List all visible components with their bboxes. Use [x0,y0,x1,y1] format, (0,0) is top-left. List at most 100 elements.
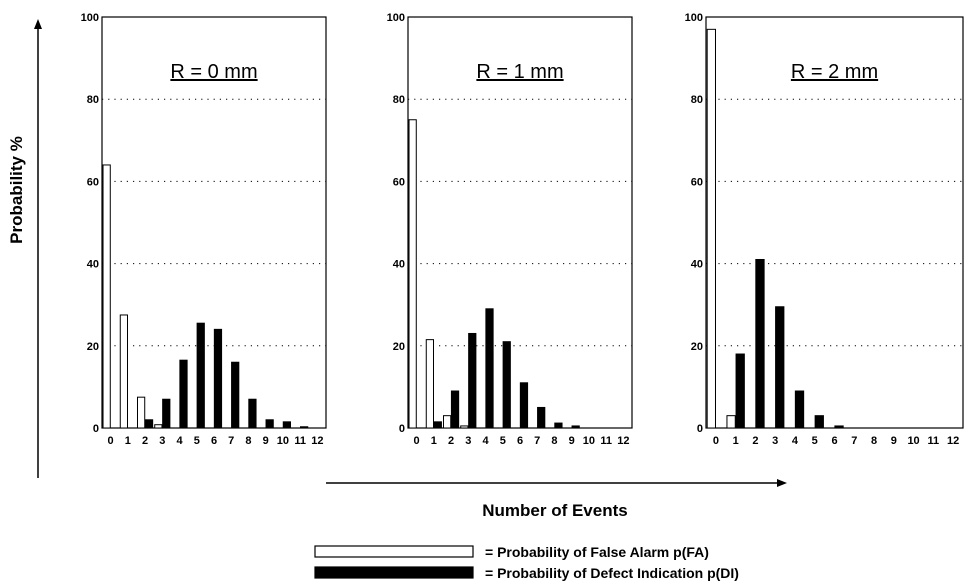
y-tick-label: 80 [691,94,703,106]
bar-defect-indication [144,419,154,429]
y-tick-label: 60 [393,176,405,188]
bar-defect-indication [213,328,223,429]
bar-defect-indication [735,353,745,429]
x-tick-label: 8 [551,435,557,447]
bar-defect-indication [554,422,563,429]
x-tick-label: 8 [245,435,251,447]
y-tick-label: 40 [87,259,99,271]
bar-defect-indication [179,359,188,429]
legend-swatch-false-alarm [314,545,474,558]
x-tick-label: 1 [125,435,131,447]
bar-defect-indication [502,341,511,429]
x-tick-label: 9 [891,435,897,447]
x-tick-label: 12 [947,435,959,447]
bar-defect-indication [299,426,309,429]
x-tick-label: 10 [277,435,289,447]
bar-defect-indication [794,390,805,429]
bar-defect-indication [231,361,240,429]
x-tick-label: 0 [414,435,420,447]
x-tick-label: 4 [792,435,799,447]
y-tick-label: 80 [393,94,405,106]
y-tick-label: 0 [93,423,99,435]
bar-defect-indication [450,390,460,429]
bar-defect-indication [248,398,257,429]
x-tick-label: 4 [482,435,489,447]
x-axis-title: Number of Events [482,501,627,520]
x-tick-label: 5 [194,435,200,447]
x-tick-label: 5 [812,435,818,447]
bar-defect-indication [571,425,580,429]
x-tick-label: 7 [228,435,234,447]
y-tick-label: 20 [691,341,703,353]
bar-defect-indication [537,406,546,429]
x-tick-label: 8 [871,435,877,447]
bar-defect-indication [519,382,529,429]
y-tick-label: 0 [399,423,405,435]
x-tick-label: 7 [851,435,857,447]
x-tick-label: 12 [311,435,323,447]
y-tick-label: 80 [87,94,99,106]
x-tick-label: 1 [733,435,739,447]
x-tick-label: 7 [534,435,540,447]
y-tick-label: 60 [87,176,99,188]
x-tick-label: 5 [500,435,506,447]
bar-false-alarm [726,415,736,429]
y-axis-title: Probability % [7,136,26,244]
bar-false-alarm [460,425,469,429]
y-tick-label: 100 [387,12,405,24]
legend-label-false-alarm: = Probability of False Alarm p(FA) [485,544,709,560]
x-tick-label: 4 [176,435,183,447]
y-tick-label: 100 [685,12,703,24]
x-tick-label: 6 [517,435,523,447]
x-tick-label: 3 [772,435,778,447]
panel-title: R = 1 mm [476,61,563,83]
y-tick-label: 20 [393,341,405,353]
x-tick-label: 3 [159,435,165,447]
bar-defect-indication [814,415,824,429]
bar-false-alarm [154,424,163,429]
y-tick-label: 0 [697,423,703,435]
bar-defect-indication [485,308,494,429]
y-tick-label: 100 [81,12,99,24]
legend-label-defect-indication: = Probability of Defect Indication p(DI) [485,565,739,581]
y-tick-label: 40 [691,259,703,271]
bar-defect-indication [755,258,765,429]
x-tick-label: 2 [752,435,758,447]
legend-swatch-defect-indication [314,566,474,579]
x-tick-label: 6 [831,435,837,447]
bar-defect-indication [196,322,205,429]
x-tick-label: 9 [263,435,269,447]
bar-defect-indication [162,398,171,429]
panel-title: R = 2 mm [791,61,878,83]
x-tick-label: 11 [928,435,940,447]
x-tick-label: 11 [600,435,612,447]
bar-defect-indication [282,421,292,429]
x-tick-label: 1 [431,435,437,447]
bar-false-alarm [408,119,417,429]
bar-false-alarm [425,339,435,429]
panel-title: R = 0 mm [170,61,257,83]
x-tick-label: 6 [211,435,217,447]
y-tick-label: 40 [393,259,405,271]
x-tick-label: 12 [617,435,629,447]
bar-false-alarm [442,415,452,429]
bar-defect-indication [265,419,274,429]
bar-false-alarm [119,314,129,429]
legend: = Probability of False Alarm p(FA) = Pro… [314,544,739,581]
x-tick-label: 2 [448,435,454,447]
x-tick-label: 11 [294,435,306,447]
x-tick-label: 0 [108,435,114,447]
x-tick-label: 10 [907,435,919,447]
x-tick-label: 9 [569,435,575,447]
bar-false-alarm [706,28,716,429]
y-tick-label: 60 [691,176,703,188]
bar-defect-indication [468,332,477,429]
bar-defect-indication [775,306,785,429]
bar-defect-indication [433,421,442,429]
x-tick-label: 2 [142,435,148,447]
x-tick-label: 0 [713,435,719,447]
